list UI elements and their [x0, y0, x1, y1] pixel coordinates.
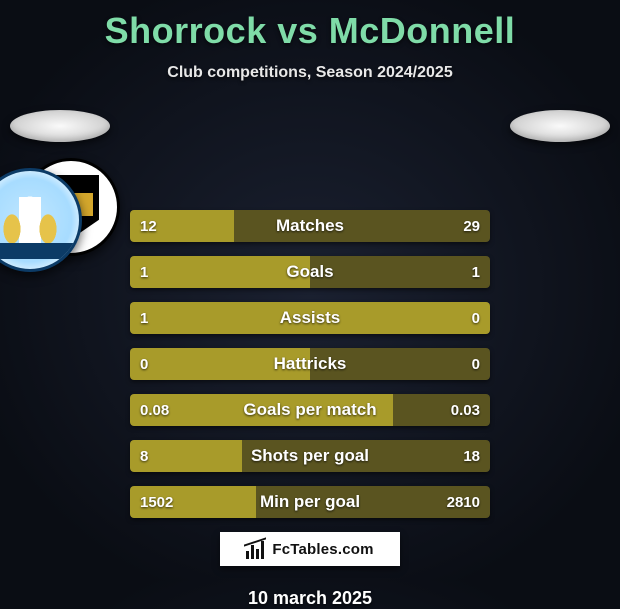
- chart-icon: [246, 539, 266, 559]
- stat-bar-right-fill: [393, 394, 490, 426]
- stat-bar-right-fill: [256, 486, 490, 518]
- site-logo-text: FcTables.com: [272, 541, 373, 558]
- stat-bars: 12 Matches 29 1 Goals 1 1 Assists 0 0 Ha…: [130, 210, 490, 518]
- comparison-stage: 12 Matches 29 1 Goals 1 1 Assists 0 0 Ha…: [0, 106, 620, 518]
- player-right-name: McDonnell: [329, 10, 516, 51]
- pedestal-left: [10, 110, 110, 142]
- stat-bar-right-fill: [310, 256, 490, 288]
- stat-bar: 1 Assists 0: [130, 302, 490, 334]
- stat-bar: 1502 Min per goal 2810: [130, 486, 490, 518]
- comparison-title: Shorrock vs McDonnell: [0, 10, 620, 52]
- stat-bar-left-fill: [130, 256, 310, 288]
- stat-bar-right-fill: [310, 348, 490, 380]
- stat-bar: 0 Hattricks 0: [130, 348, 490, 380]
- stat-bar-left-fill: [130, 440, 242, 472]
- title-vs: vs: [277, 10, 318, 51]
- pedestal-right: [510, 110, 610, 142]
- stat-bar-left-fill: [130, 394, 393, 426]
- date: 10 march 2025: [0, 588, 620, 609]
- stat-bar-right-fill: [242, 440, 490, 472]
- stat-bar: 0.08 Goals per match 0.03: [130, 394, 490, 426]
- stat-bar: 1 Goals 1: [130, 256, 490, 288]
- stat-bar-left-fill: [130, 348, 310, 380]
- subtitle: Club competitions, Season 2024/2025: [0, 64, 620, 82]
- site-logo[interactable]: FcTables.com: [220, 532, 400, 566]
- stat-bar-left-fill: [130, 302, 490, 334]
- stat-bar-right-fill: [234, 210, 490, 242]
- player-left-name: Shorrock: [105, 10, 267, 51]
- stat-bar-left-fill: [130, 210, 234, 242]
- stat-bar-left-fill: [130, 486, 256, 518]
- stat-bar: 8 Shots per goal 18: [130, 440, 490, 472]
- stat-bar: 12 Matches 29: [130, 210, 490, 242]
